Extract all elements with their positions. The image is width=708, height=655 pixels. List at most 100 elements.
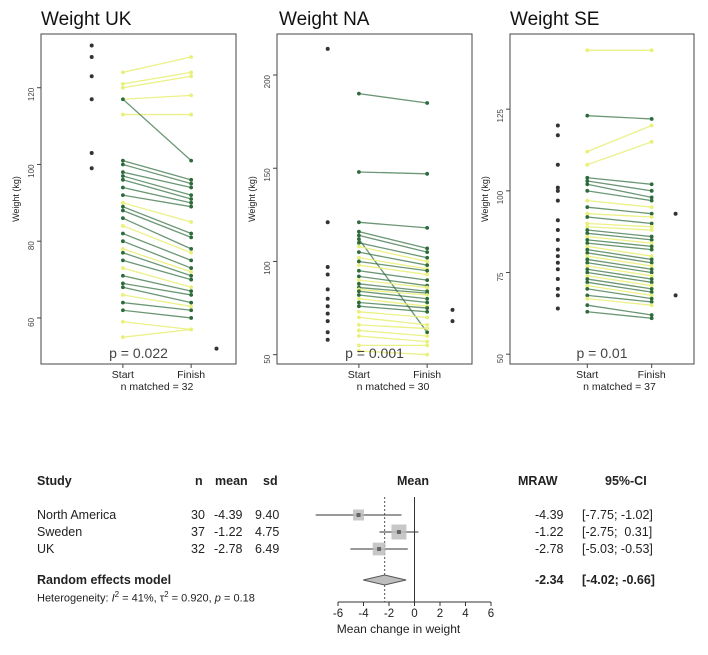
- start-point: [121, 293, 125, 297]
- start-point: [121, 185, 125, 190]
- start-point: [585, 254, 590, 259]
- x-tick-label: Finish: [413, 369, 441, 381]
- pair-line: [587, 288, 652, 300]
- start-point: [357, 170, 361, 174]
- start-point: [121, 285, 125, 290]
- pair-line: [587, 245, 652, 257]
- finish-point: [189, 204, 194, 209]
- pair-line: [122, 275, 192, 292]
- finish-point: [189, 285, 194, 290]
- start-point: [357, 268, 361, 273]
- start-point: [121, 281, 125, 286]
- finish-point: [649, 211, 654, 216]
- pair-line: [122, 98, 192, 162]
- start-point: [121, 246, 125, 251]
- finish-point: [425, 326, 430, 331]
- forest-header-ci: 95%-CI: [605, 474, 647, 488]
- pair-line: [122, 56, 192, 74]
- unmatched-start-point: [325, 265, 330, 270]
- summary-ci: [-4.02; -0.66]: [582, 573, 655, 587]
- unmatched-start-point: [325, 304, 330, 309]
- forest-header-sd: sd: [263, 474, 278, 488]
- finish-point: [189, 197, 194, 201]
- unmatched-finish-point: [450, 307, 455, 312]
- start-point: [357, 315, 361, 320]
- y-axis-label: Weight (kg): [480, 176, 490, 222]
- pair-line: [587, 190, 652, 202]
- finish-point: [649, 182, 654, 187]
- y-tick-label: 150: [263, 168, 272, 182]
- pair-line: [587, 275, 652, 287]
- forest-x-tick-label: -2: [384, 608, 394, 620]
- y-tick-label: 75: [496, 272, 505, 281]
- start-point: [357, 220, 361, 225]
- start-point: [585, 162, 590, 167]
- start-point: [121, 258, 125, 263]
- finish-point: [425, 334, 430, 338]
- unmatched-start-point: [555, 260, 560, 265]
- start-point: [121, 200, 125, 205]
- finish-point: [649, 139, 654, 144]
- start-point: [357, 343, 361, 348]
- finish-point: [189, 231, 194, 236]
- pair-line: [587, 271, 652, 283]
- start-point: [585, 175, 590, 180]
- pair-line: [358, 221, 428, 229]
- x-tick-label: Start: [576, 369, 598, 381]
- start-point: [357, 244, 361, 249]
- pair-line: [358, 230, 428, 250]
- start-point: [121, 193, 125, 198]
- start-point: [357, 296, 361, 301]
- finish-point: [425, 101, 430, 105]
- pair-line: [122, 240, 192, 269]
- pair-line: [122, 163, 192, 185]
- y-tick-label: 50: [263, 354, 272, 363]
- unmatched-start-point: [89, 166, 94, 171]
- finish-point: [649, 188, 654, 193]
- start-point: [357, 91, 361, 96]
- unmatched-start-point: [555, 228, 560, 233]
- start-point: [121, 174, 125, 178]
- y-tick-label: 100: [27, 164, 36, 178]
- unmatched-start-point: [555, 306, 560, 311]
- start-point: [585, 188, 590, 193]
- forest-x-tick-label: -4: [358, 608, 369, 620]
- start-point: [357, 300, 361, 305]
- pair-line: [358, 324, 428, 330]
- start-point: [121, 223, 125, 228]
- finish-point: [425, 343, 430, 348]
- y-axis-label: Weight (kg): [11, 176, 21, 222]
- study-n-se: 37: [191, 525, 205, 539]
- pair-line: [587, 265, 652, 277]
- start-point: [357, 263, 361, 268]
- finish-point: [425, 339, 430, 344]
- finish-point: [425, 263, 430, 268]
- n-matched-label: n matched = 30: [357, 381, 430, 393]
- pair-line: [122, 186, 192, 204]
- pair-line: [122, 209, 192, 238]
- finish-point: [189, 266, 194, 270]
- pair-line: [587, 232, 652, 241]
- heterogeneity-i2-symbol: I: [111, 592, 115, 605]
- start-point: [585, 228, 590, 232]
- finish-point: [425, 246, 430, 251]
- start-point: [585, 277, 590, 281]
- finish-point: [425, 250, 430, 255]
- finish-point: [189, 112, 194, 117]
- pair-line: [122, 171, 192, 189]
- start-point: [585, 296, 590, 301]
- start-point: [357, 309, 361, 314]
- start-point: [357, 289, 361, 294]
- finish-point: [649, 215, 654, 219]
- pair-line: [358, 316, 428, 326]
- start-point: [121, 81, 125, 86]
- finish-point: [649, 221, 654, 226]
- pair-line: [122, 232, 192, 262]
- unmatched-start-point: [555, 277, 560, 282]
- start-point: [121, 208, 125, 213]
- study-mean-se: -1.22: [214, 525, 243, 539]
- start-point: [585, 260, 590, 265]
- start-point: [585, 251, 590, 255]
- unmatched-start-point: [89, 74, 94, 79]
